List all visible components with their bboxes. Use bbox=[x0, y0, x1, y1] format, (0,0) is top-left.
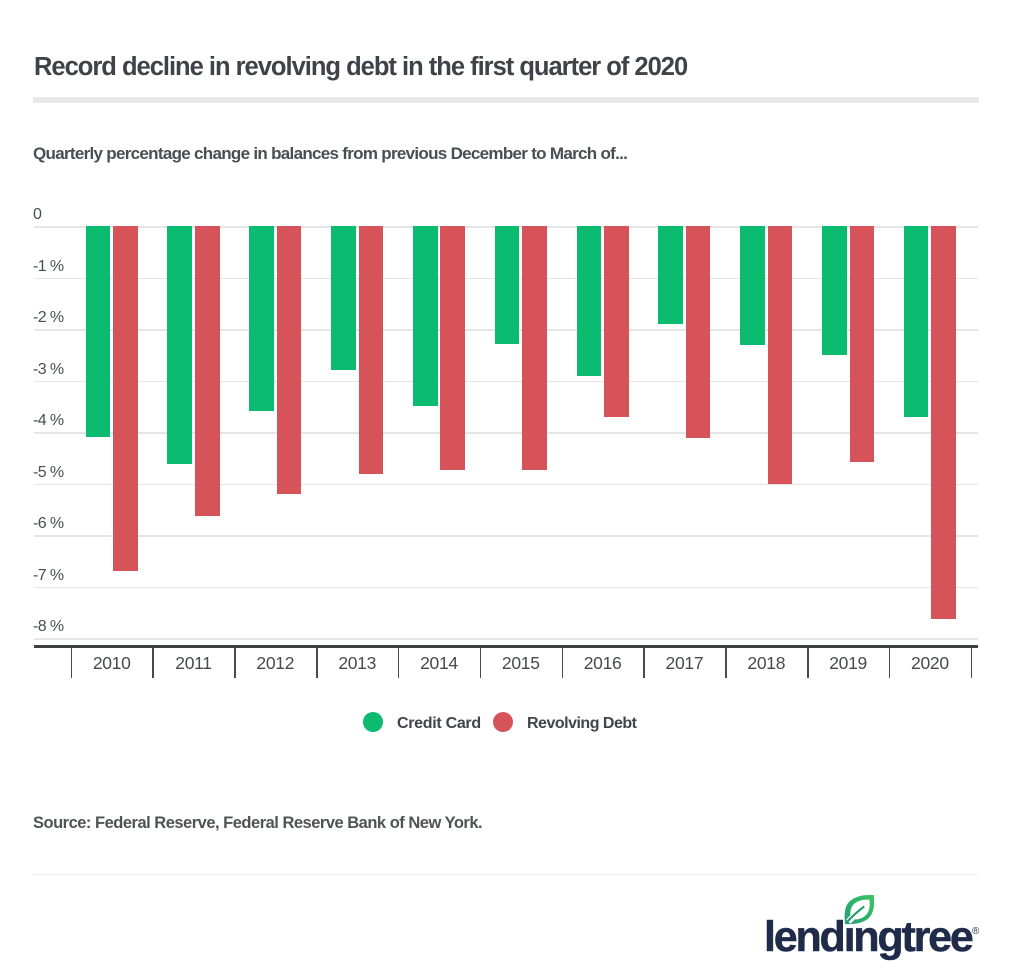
svg-text:®: ® bbox=[972, 926, 980, 937]
svg-text:lendıngtree: lendıngtree bbox=[764, 913, 973, 961]
